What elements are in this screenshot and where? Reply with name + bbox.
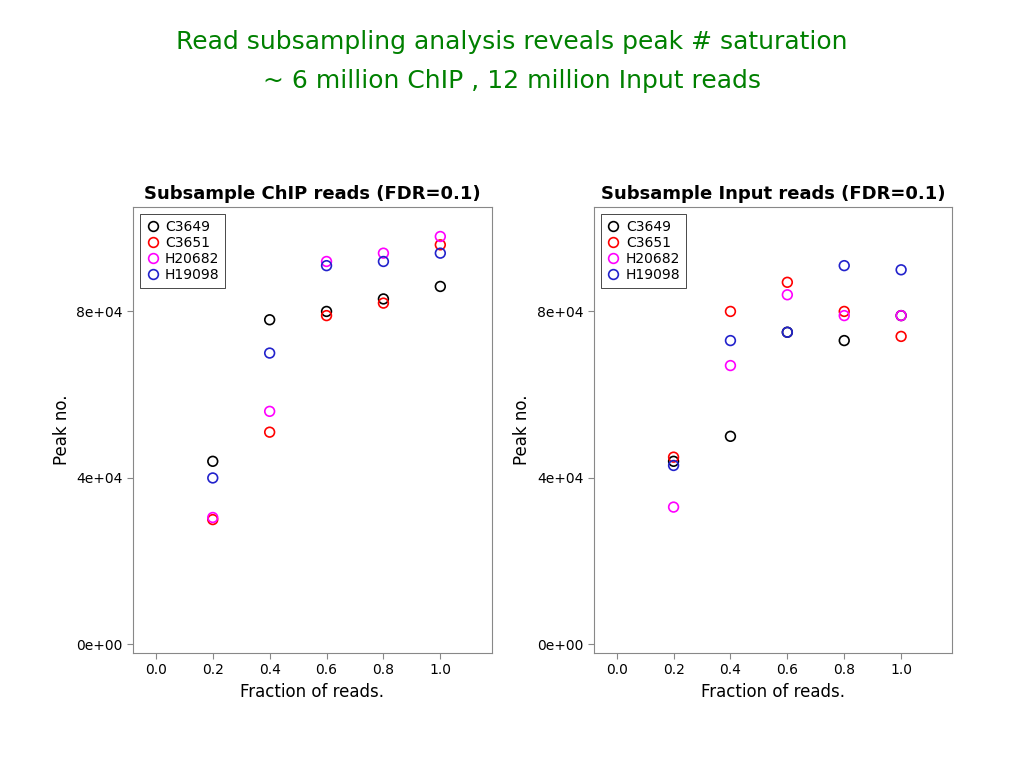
Point	[722, 334, 738, 346]
Point	[666, 451, 682, 463]
Point	[318, 260, 335, 272]
Point	[779, 326, 796, 339]
Point	[432, 239, 449, 251]
Point	[318, 306, 335, 318]
Point	[432, 247, 449, 260]
Point	[666, 501, 682, 513]
X-axis label: Fraction of reads.: Fraction of reads.	[701, 683, 845, 700]
Point	[318, 255, 335, 267]
Point	[779, 326, 796, 339]
Point	[722, 430, 738, 442]
Point	[432, 230, 449, 243]
Point	[375, 255, 391, 267]
X-axis label: Fraction of reads.: Fraction of reads.	[241, 683, 384, 700]
Point	[261, 426, 278, 439]
Point	[893, 330, 909, 343]
Point	[836, 306, 852, 318]
Point	[375, 297, 391, 310]
Legend: C3649, C3651, H20682, H19098: C3649, C3651, H20682, H19098	[140, 214, 225, 288]
Point	[666, 459, 682, 472]
Point	[205, 455, 221, 468]
Y-axis label: Peak no.: Peak no.	[52, 395, 71, 465]
Point	[205, 472, 221, 484]
Point	[261, 347, 278, 359]
Point	[836, 334, 852, 346]
Point	[318, 310, 335, 322]
Point	[375, 293, 391, 305]
Point	[261, 406, 278, 418]
Text: Read subsampling analysis reveals peak # saturation: Read subsampling analysis reveals peak #…	[176, 30, 848, 55]
Point	[779, 289, 796, 301]
Point	[893, 263, 909, 276]
Point	[893, 310, 909, 322]
Title: Subsample Input reads (FDR=0.1): Subsample Input reads (FDR=0.1)	[601, 185, 945, 203]
Point	[836, 310, 852, 322]
Point	[205, 514, 221, 526]
Text: ~ 6 million ChIP , 12 million Input reads: ~ 6 million ChIP , 12 million Input read…	[263, 68, 761, 93]
Point	[722, 306, 738, 318]
Point	[432, 280, 449, 293]
Legend: C3649, C3651, H20682, H19098: C3649, C3651, H20682, H19098	[601, 214, 686, 288]
Point	[375, 247, 391, 260]
Point	[205, 511, 221, 524]
Title: Subsample ChIP reads (FDR=0.1): Subsample ChIP reads (FDR=0.1)	[144, 185, 480, 203]
Point	[779, 276, 796, 289]
Point	[836, 260, 852, 272]
Point	[261, 313, 278, 326]
Point	[666, 455, 682, 468]
Point	[893, 310, 909, 322]
Y-axis label: Peak no.: Peak no.	[513, 395, 531, 465]
Point	[722, 359, 738, 372]
